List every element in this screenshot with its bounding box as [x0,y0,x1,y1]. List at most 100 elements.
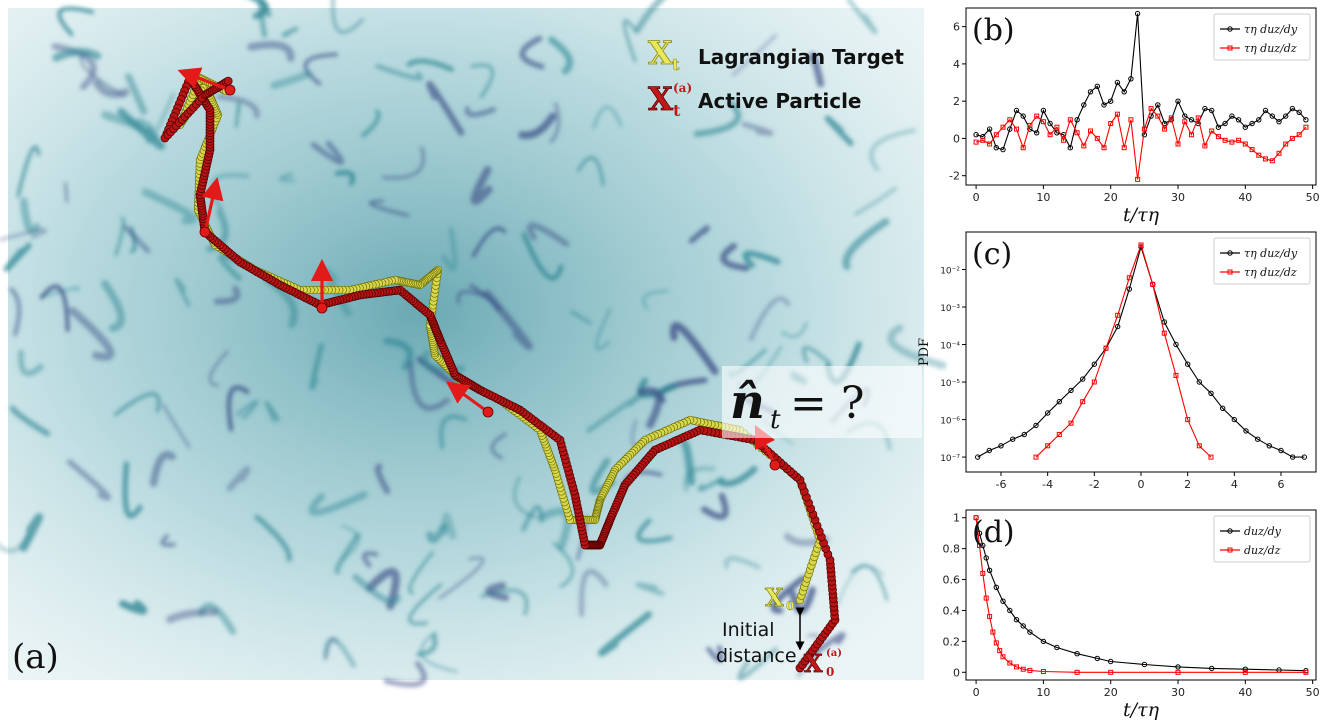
axes-frame [965,509,1317,681]
data-point [1020,113,1026,119]
data-point [1020,145,1026,151]
vortex-filament [578,568,609,617]
vortex-filament [226,466,251,492]
arrow-origin-dot [316,302,328,314]
vortex-filament [693,99,742,137]
data-point [980,570,986,576]
data-point [1047,120,1053,127]
panel-label: (d) [972,515,1015,550]
data-point [973,139,979,145]
vortex-filament [408,551,434,595]
vortex-filament [586,391,645,433]
data-point [1081,102,1087,108]
vortex-filament [737,647,778,681]
vortex-filament [408,360,450,411]
data-point [973,515,979,521]
vortex-filament [309,343,324,390]
vortex-filament [518,112,557,140]
data-point [980,542,986,549]
data-point [1034,113,1040,119]
data-point [1121,89,1127,95]
legend-label: τη duz/dy [1244,23,1298,36]
vortex-filament [469,284,501,312]
vortex-filament [680,439,696,486]
data-point [1289,135,1295,141]
data-point [1188,117,1195,123]
legend-target-sub: t [672,55,680,74]
data-point [1255,436,1261,442]
vortex-filament [570,310,592,325]
vortex-filament [226,385,250,432]
data-point [993,145,999,151]
data-point [1007,660,1013,666]
data-point [993,584,999,590]
x-tick-label: 4 [1231,478,1238,491]
data-point [1175,664,1181,670]
data-point [1054,130,1060,136]
data-point [1080,376,1086,382]
vortex-filament [381,146,425,180]
x-tick-label: 30 [1171,686,1185,699]
data-point [1208,454,1214,460]
data-point [1175,141,1181,147]
y-tick-label: 1 [953,512,960,525]
data-point [1074,130,1080,136]
vortex-filament [166,608,219,624]
data-point [1094,135,1100,141]
vortex-filament [68,306,115,361]
vortex-filament [622,19,639,63]
vortex-filament [824,115,854,147]
vortex-filament [846,0,878,35]
vortex-filament [547,36,574,75]
vortex-filament [426,522,448,544]
arrow-origin-dot [769,459,781,471]
x-tick-label: 0 [973,686,980,699]
data-point [1220,405,1226,411]
vortex-filament [780,321,808,339]
legend-target-text: Lagrangian Target [698,45,904,69]
data-point [1068,387,1074,394]
vortex-filament [521,232,564,281]
vortex-filament [549,102,561,144]
data-point [1289,105,1296,112]
data-point [1266,443,1273,449]
x0-active-sub: 0 [826,665,834,679]
vortex-filament [552,542,574,588]
data-point [1222,120,1228,127]
data-point [1175,669,1181,675]
data-point [1040,638,1047,645]
data-point [1007,607,1013,614]
legend-marker [1227,45,1233,51]
data-point [1033,454,1039,460]
x-tick-label: -6 [996,478,1007,491]
vortex-filament [235,399,259,420]
data-point [1242,666,1249,672]
data-point [1231,416,1238,423]
data-point [1091,379,1097,385]
legend: duz/dy duz/dz [1213,515,1311,563]
vortex-filament [360,109,381,138]
orientation-arrow [201,177,224,233]
vortex-filament [213,285,241,305]
x-axis-label: t/τη [1123,204,1160,226]
data-point [1229,139,1235,145]
data-point [1283,141,1289,147]
y-axis-label: PDF [917,338,932,366]
data-point [997,648,1003,654]
data-point [1283,113,1289,119]
data-point [1108,669,1114,675]
data-point [998,443,1004,449]
vortex-filament [406,58,455,72]
data-point [1115,312,1121,318]
vortex-filament [161,403,191,449]
vortex-filament [706,644,724,663]
vortex-filament [331,0,365,34]
x-tick-label: 50 [1306,191,1320,204]
axes-frame [965,7,1317,186]
y-tick-label: 0.2 [943,635,961,648]
data-point [1121,145,1127,151]
data-point [1094,83,1101,90]
data-point [1115,323,1121,330]
vortex-filament [383,337,414,371]
